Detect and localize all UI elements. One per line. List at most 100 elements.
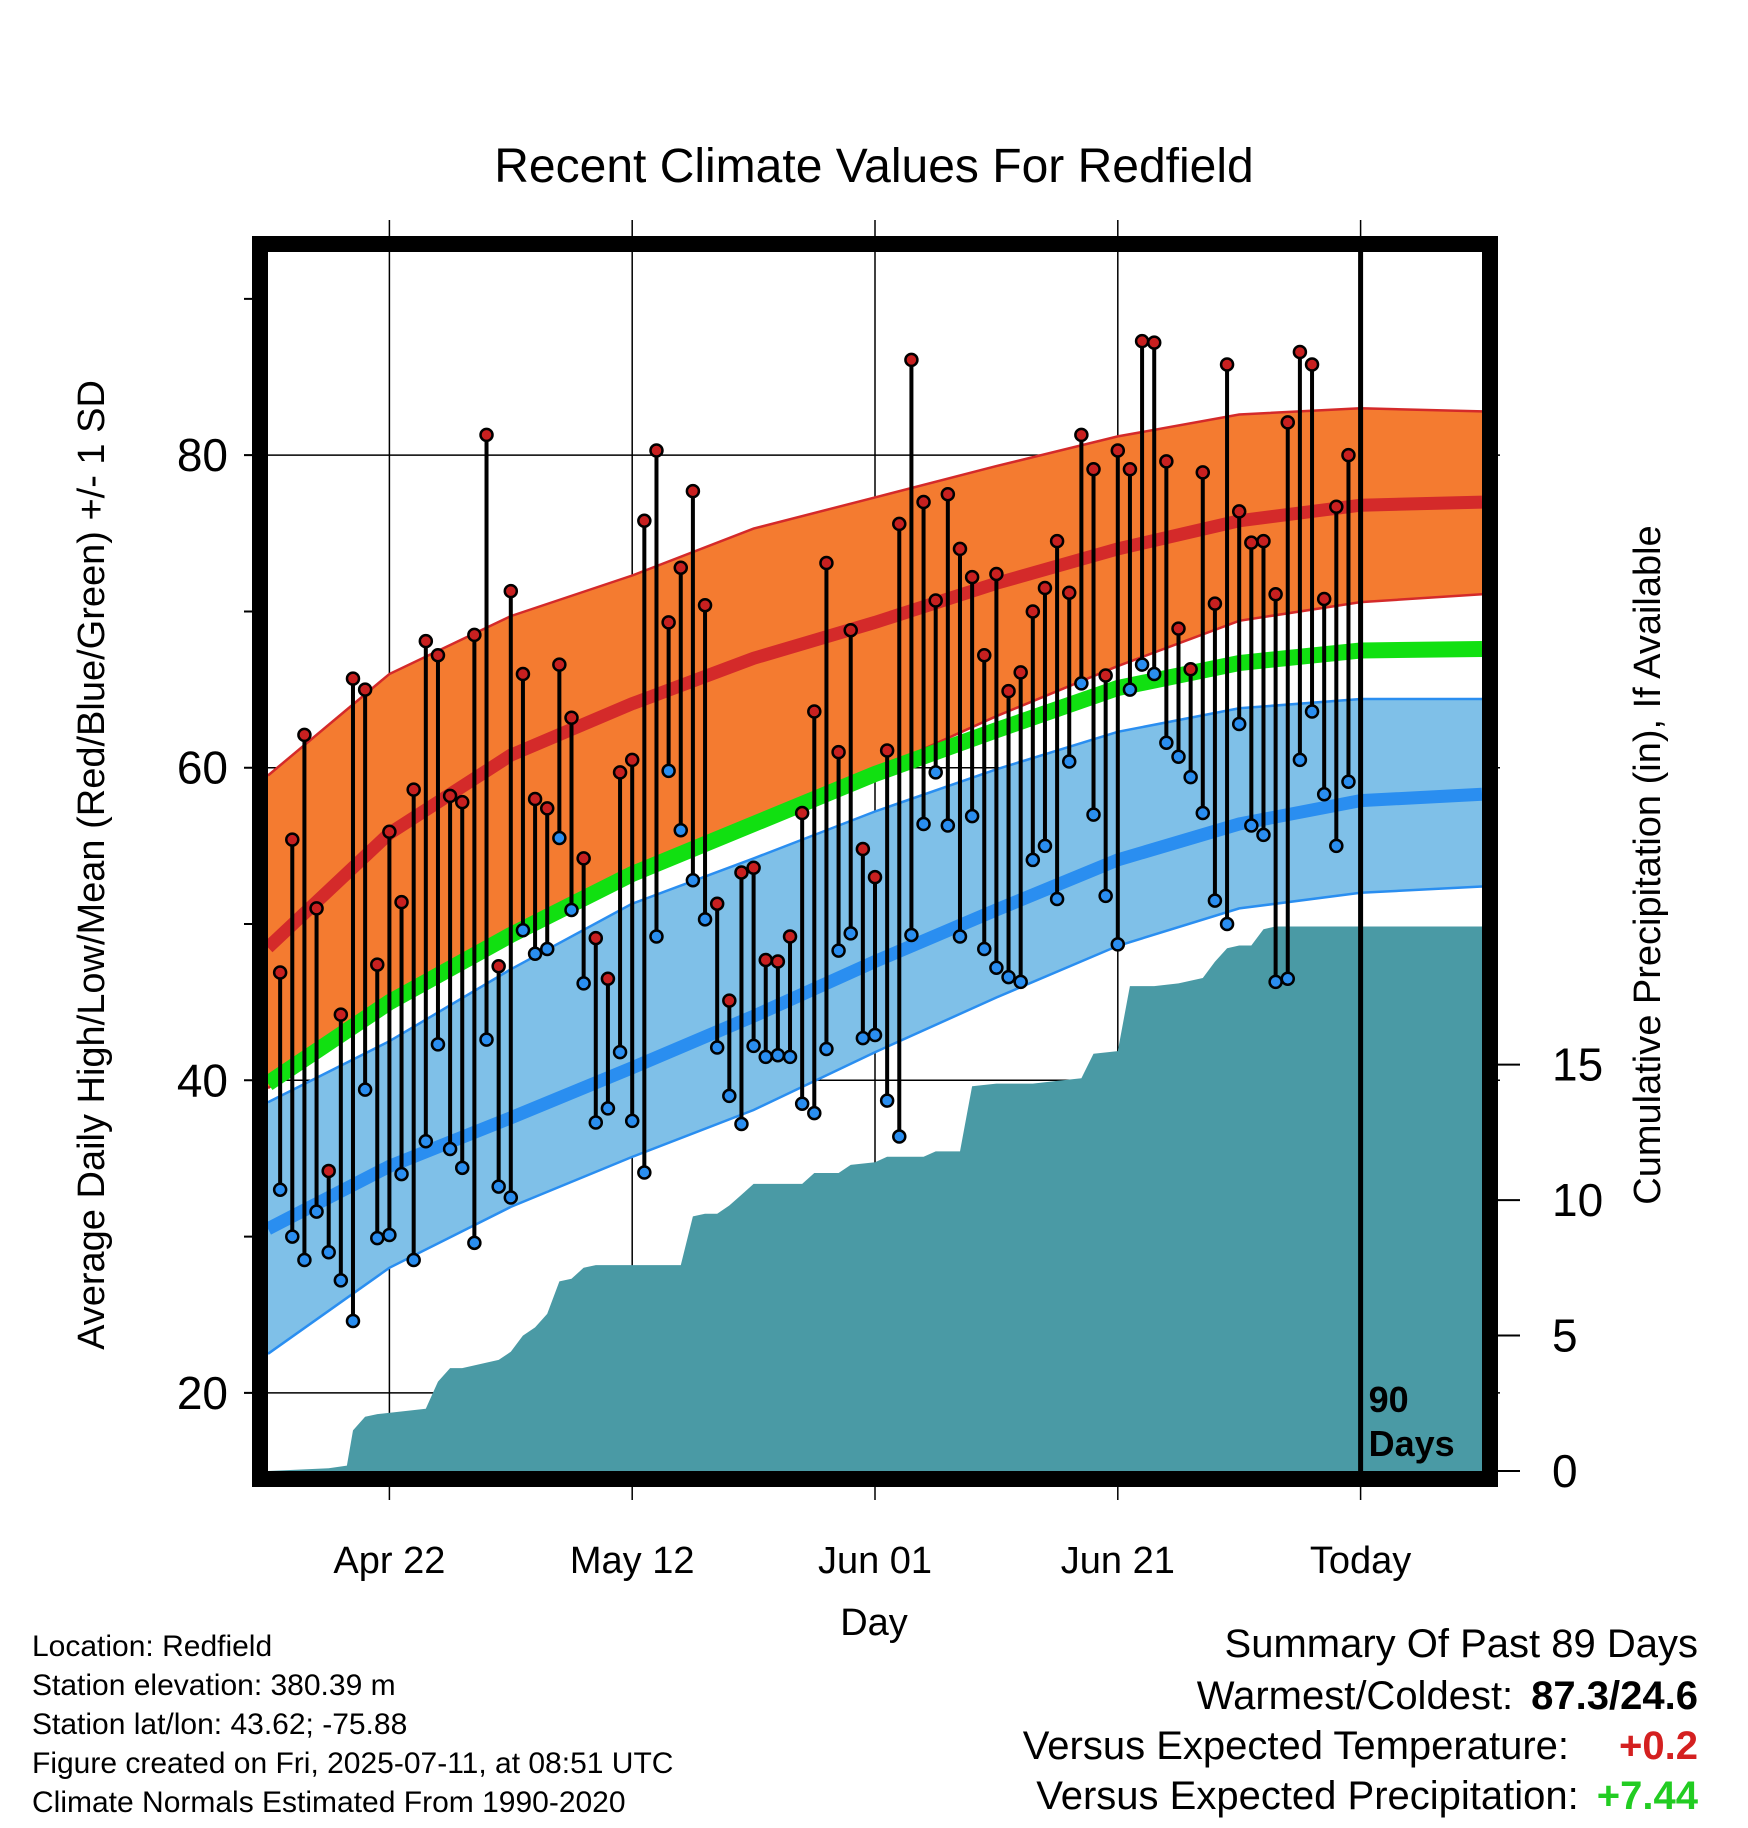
daily-low-point xyxy=(479,1032,494,1047)
x-tick-label: Jun 21 xyxy=(1061,1540,1175,1582)
daily-high-point xyxy=(1195,465,1211,480)
daily-high-point xyxy=(382,824,397,840)
daily-low-point xyxy=(734,1116,749,1132)
daily-low-point xyxy=(709,1040,725,1055)
daily-low-point xyxy=(382,1227,397,1243)
daily-high-point xyxy=(989,566,1004,582)
y-tick-label: 60 xyxy=(177,742,228,794)
daily-high-point xyxy=(661,615,676,630)
daily-low-point xyxy=(600,1101,616,1116)
daily-high-point xyxy=(709,896,725,911)
daily-low-point xyxy=(1037,838,1053,854)
daily-high-point xyxy=(1013,665,1028,680)
daily-low-point xyxy=(977,941,992,957)
daily-low-point xyxy=(697,912,713,927)
precip-label: Versus Expected Precipitation: xyxy=(1036,1774,1579,1818)
precip-row: Versus Expected Precipitation: +7.44 xyxy=(1036,1774,1698,1819)
daily-high-point xyxy=(333,1007,349,1022)
daily-low-point xyxy=(1207,893,1223,908)
daily-high-point xyxy=(746,860,761,876)
today-days-unit: Days xyxy=(1369,1423,1455,1464)
daily-low-point xyxy=(879,1093,895,1108)
location-text: Location: Redfield xyxy=(32,1630,273,1663)
daily-high-point xyxy=(831,744,846,760)
daily-high-point xyxy=(612,765,628,780)
daily-low-point xyxy=(1098,888,1113,904)
daily-high-point xyxy=(539,801,555,816)
daily-low-point xyxy=(952,929,968,944)
daily-high-point xyxy=(564,710,579,725)
daily-low-point xyxy=(430,1037,446,1052)
daily-high-point xyxy=(418,633,434,649)
normals-text: Climate Normals Estimated From 1990-2020 xyxy=(32,1786,626,1819)
daily-high-point xyxy=(491,958,506,974)
daily-high-point xyxy=(867,869,883,885)
daily-low-point xyxy=(297,1252,312,1268)
daily-low-point xyxy=(1061,754,1077,769)
daily-low-point xyxy=(637,1165,652,1180)
daily-high-point xyxy=(1329,499,1344,514)
daily-low-point xyxy=(309,1204,324,1219)
y2-tick-label: 10 xyxy=(1552,1174,1603,1226)
daily-high-point xyxy=(782,929,798,944)
daily-high-point xyxy=(552,657,567,672)
daily-low-point xyxy=(1049,891,1065,907)
daily-low-point xyxy=(552,830,567,846)
daily-high-point xyxy=(734,865,749,880)
daily-low-point xyxy=(321,1244,336,1260)
latlon-text: Station lat/lon: 43.62; -75.88 xyxy=(32,1708,408,1741)
daily-low-point xyxy=(454,1160,470,1176)
daily-low-point xyxy=(989,960,1004,976)
daily-high-point xyxy=(1110,443,1126,458)
daily-high-point xyxy=(1146,335,1162,350)
daily-high-point xyxy=(406,782,421,797)
plot-frame xyxy=(252,236,1498,1487)
daily-low-point xyxy=(1183,769,1198,785)
daily-low-point xyxy=(1171,749,1186,765)
daily-high-point xyxy=(952,541,968,557)
daily-high-point xyxy=(624,752,640,768)
daily-low-point xyxy=(685,873,701,888)
warm-cold-row: Warmest/Coldest: 87.3/24.6 xyxy=(1197,1674,1698,1719)
daily-low-point xyxy=(673,822,689,838)
daily-high-point xyxy=(370,957,385,972)
daily-low-point xyxy=(1086,807,1101,822)
daily-high-point xyxy=(467,627,482,643)
precip-area xyxy=(268,926,1482,1471)
daily-low-point xyxy=(1159,735,1174,750)
daily-high-point xyxy=(1268,587,1283,602)
daily-low-point xyxy=(272,1182,288,1197)
daily-high-point xyxy=(1244,535,1259,550)
daily-high-point xyxy=(697,597,713,613)
daily-low-point xyxy=(1013,974,1028,990)
daily-low-point xyxy=(1074,676,1089,691)
daily-high-point xyxy=(673,560,689,575)
today-days-number: 90 xyxy=(1369,1379,1409,1420)
elevation-text: Station elevation: 380.39 m xyxy=(32,1669,396,1702)
daily-high-point xyxy=(819,555,834,571)
y2-tick-label: 15 xyxy=(1552,1039,1603,1091)
daily-low-point xyxy=(782,1049,798,1065)
daily-high-point xyxy=(1025,604,1041,619)
summary-title: Summary Of Past 89 Days xyxy=(1224,1622,1698,1666)
daily-low-point xyxy=(1025,852,1041,868)
x-tick-label: Jun 01 xyxy=(818,1540,932,1582)
temp-row: Versus Expected Temperature: +0.2 xyxy=(1023,1724,1698,1769)
y-tick-label: 20 xyxy=(177,1367,228,1419)
daily-high-point xyxy=(1292,344,1308,360)
daily-high-point xyxy=(940,486,956,502)
daily-low-point xyxy=(576,976,591,991)
daily-high-point xyxy=(807,704,822,719)
daily-low-point xyxy=(442,1141,458,1157)
daily-high-point xyxy=(309,901,324,916)
daily-high-point xyxy=(1001,683,1016,699)
high-sd-band xyxy=(268,408,1482,1089)
y-axis-label: Average Daily High/Low/Mean (Red/Blue/Gr… xyxy=(71,380,113,1350)
daily-high-point xyxy=(527,791,543,807)
daily-high-point xyxy=(916,494,931,510)
daily-high-point xyxy=(1098,668,1113,683)
daily-high-point xyxy=(637,513,652,529)
daily-high-point xyxy=(479,427,494,443)
daily-high-point xyxy=(855,841,871,857)
daily-low-point xyxy=(1110,937,1126,952)
